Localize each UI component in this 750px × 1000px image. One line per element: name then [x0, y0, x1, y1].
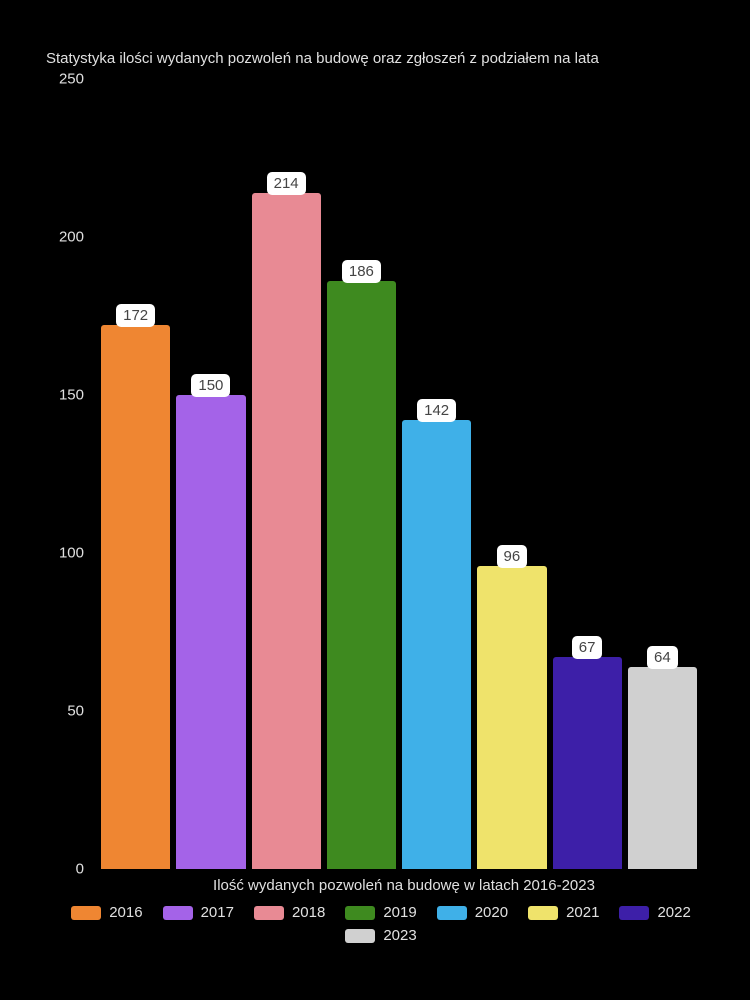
x-axis-label: Ilość wydanych pozwoleń na budowę w lata…	[92, 877, 716, 894]
legend-swatch	[71, 906, 101, 920]
legend-item-2018: 2018	[254, 904, 325, 921]
legend-swatch	[437, 906, 467, 920]
bar	[176, 395, 245, 869]
bar	[553, 657, 622, 869]
bar-value-label: 214	[267, 172, 306, 195]
legend-swatch	[254, 906, 284, 920]
legend-label: 2021	[566, 904, 599, 921]
bar	[101, 325, 170, 869]
legend-swatch	[619, 906, 649, 920]
bar-value-label: 142	[417, 399, 456, 422]
bar	[477, 566, 546, 869]
y-tick: 0	[76, 861, 84, 878]
y-tick: 100	[59, 545, 84, 562]
legend-label: 2020	[475, 904, 508, 921]
bar-2019: 186	[327, 79, 396, 869]
legend-swatch	[345, 929, 375, 943]
bars-region: 172 150 214 186 142 96 67 64	[92, 79, 706, 869]
bar-value-label: 64	[647, 646, 678, 669]
legend-swatch	[528, 906, 558, 920]
legend-item-2019: 2019	[345, 904, 416, 921]
chart-container: Statystyka ilości wydanych pozwoleń na b…	[46, 50, 716, 970]
bar-2018: 214	[252, 79, 321, 869]
bar-value-label: 150	[191, 374, 230, 397]
bar-2021: 96	[477, 79, 546, 869]
y-tick: 50	[67, 703, 84, 720]
legend-label: 2022	[657, 904, 690, 921]
plot-area: 050100150200250 172150214186142966764	[46, 79, 706, 869]
legend-label: 2023	[383, 927, 416, 944]
y-axis: 050100150200250	[46, 79, 92, 869]
bar-value-label: 186	[342, 260, 381, 283]
y-tick: 200	[59, 229, 84, 246]
bar-value-label: 172	[116, 304, 155, 327]
bar	[252, 193, 321, 869]
legend-item-2023: 2023	[345, 927, 416, 944]
legend-item-2016: 2016	[71, 904, 142, 921]
legend-swatch	[163, 906, 193, 920]
bar	[327, 281, 396, 869]
legend-item-2017: 2017	[163, 904, 234, 921]
bar-2016: 172	[101, 79, 170, 869]
bar-2023: 64	[628, 79, 697, 869]
legend-label: 2019	[383, 904, 416, 921]
chart-title: Statystyka ilości wydanych pozwoleń na b…	[46, 50, 716, 67]
bar-value-label: 67	[572, 636, 603, 659]
y-tick: 150	[59, 387, 84, 404]
bar-value-label: 96	[497, 545, 528, 568]
bar-2017: 150	[176, 79, 245, 869]
bar	[628, 667, 697, 869]
legend-label: 2018	[292, 904, 325, 921]
legend-label: 2016	[109, 904, 142, 921]
bar-2020: 142	[402, 79, 471, 869]
legend-item-2022: 2022	[619, 904, 690, 921]
legend-label: 2017	[201, 904, 234, 921]
legend-item-2020: 2020	[437, 904, 508, 921]
bar-2022: 67	[553, 79, 622, 869]
y-tick: 250	[59, 71, 84, 88]
legend-item-2021: 2021	[528, 904, 599, 921]
legend: 2016 2017 2018 2019 2020 2021 2022 2023	[46, 904, 716, 944]
legend-swatch	[345, 906, 375, 920]
bar	[402, 420, 471, 869]
